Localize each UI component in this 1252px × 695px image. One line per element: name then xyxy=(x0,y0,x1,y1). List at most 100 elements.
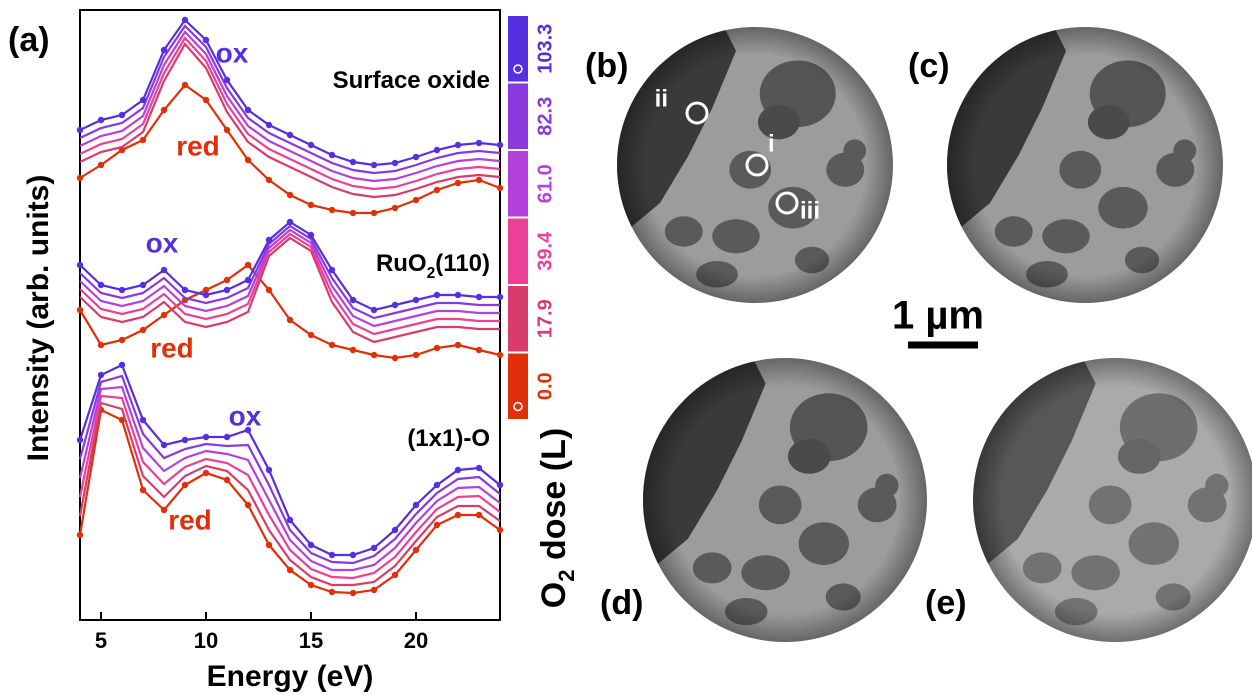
data-point xyxy=(182,287,188,293)
data-point xyxy=(182,482,188,488)
data-point xyxy=(308,232,314,238)
data-point xyxy=(497,352,503,358)
data-point xyxy=(287,317,293,323)
group-label: RuO2(110) xyxy=(376,250,490,281)
data-point xyxy=(455,292,461,298)
data-point xyxy=(476,177,482,183)
data-point xyxy=(224,477,230,483)
annotation: red xyxy=(176,130,220,161)
x-tick-label: 15 xyxy=(299,628,323,653)
data-point xyxy=(266,177,272,183)
data-point xyxy=(371,307,377,313)
data-point xyxy=(224,77,230,83)
figure: ii i iii (b) (c) (d) (e) 1 µm (a) Energy… xyxy=(0,0,1252,695)
data-point xyxy=(245,157,251,163)
colorbar-segment xyxy=(508,151,528,217)
data-point xyxy=(77,532,83,538)
data-point xyxy=(182,82,188,88)
data-point xyxy=(308,542,314,548)
data-point xyxy=(371,162,377,168)
data-point xyxy=(287,192,293,198)
data-point xyxy=(329,267,335,273)
data-point xyxy=(119,112,125,118)
x-tick-label: 10 xyxy=(194,628,218,653)
data-point xyxy=(98,372,104,378)
data-point xyxy=(497,482,503,488)
data-point xyxy=(77,262,83,268)
data-point xyxy=(308,202,314,208)
data-point xyxy=(77,127,83,133)
data-point xyxy=(413,352,419,358)
data-point xyxy=(350,210,356,216)
spectrum-line xyxy=(80,376,500,563)
data-point xyxy=(329,552,335,558)
data-point xyxy=(392,302,398,308)
data-point xyxy=(266,542,272,548)
data-point xyxy=(413,547,419,553)
colorbar-tick-label: 39.4 xyxy=(534,231,556,271)
data-point xyxy=(182,17,188,23)
data-point xyxy=(266,122,272,128)
data-point xyxy=(266,237,272,243)
data-point xyxy=(224,287,230,293)
data-point xyxy=(98,117,104,123)
data-point xyxy=(161,267,167,273)
data-point xyxy=(119,287,125,293)
data-point xyxy=(476,294,482,300)
data-point xyxy=(350,347,356,353)
x-axis-label: Energy (eV) xyxy=(207,660,374,693)
data-point xyxy=(140,417,146,423)
data-point xyxy=(392,572,398,578)
data-point xyxy=(329,207,335,213)
spot-label: iii xyxy=(800,197,820,224)
data-point xyxy=(245,277,251,283)
data-point xyxy=(161,47,167,53)
data-point xyxy=(434,292,440,298)
data-point xyxy=(434,345,440,351)
data-point xyxy=(413,154,419,160)
data-point xyxy=(434,187,440,193)
data-point xyxy=(329,152,335,158)
data-point xyxy=(287,132,293,138)
colorbar-tick-label: 17.9 xyxy=(534,299,556,338)
annotation: ox xyxy=(229,400,262,431)
data-point xyxy=(392,355,398,361)
data-point xyxy=(455,342,461,348)
data-point xyxy=(413,502,419,508)
image-b xyxy=(603,13,907,317)
spectrum-line xyxy=(80,387,500,570)
scale-bar-label: 1 µm xyxy=(892,294,984,338)
colorbar-tick-label: 82.3 xyxy=(534,97,556,136)
colorbar-tick-label: 0.0 xyxy=(534,372,556,400)
colorbar-segment xyxy=(508,286,528,352)
data-point xyxy=(266,287,272,293)
chart-title: (a) xyxy=(8,21,50,59)
data-point xyxy=(371,545,377,551)
data-point xyxy=(392,160,398,166)
data-point xyxy=(350,159,356,165)
data-point xyxy=(455,512,461,518)
spot-label: ii xyxy=(655,85,668,112)
data-point xyxy=(434,147,440,153)
data-point xyxy=(392,527,398,533)
data-point xyxy=(329,342,335,348)
colorbar-segment xyxy=(508,84,528,150)
colorbar-segment xyxy=(508,16,528,82)
data-point xyxy=(497,142,503,148)
data-point xyxy=(224,434,230,440)
data-point xyxy=(98,282,104,288)
colorbar-label-part: O xyxy=(535,582,573,608)
data-point xyxy=(203,37,209,43)
group-label-part: (1x1)-O xyxy=(407,425,490,452)
data-point xyxy=(287,219,293,225)
data-point xyxy=(287,567,293,573)
panel-label: (b) xyxy=(585,47,628,85)
colorbar-segment xyxy=(508,219,528,285)
data-point xyxy=(77,175,83,181)
data-point xyxy=(455,467,461,473)
annotation: ox xyxy=(146,227,179,258)
data-point xyxy=(434,482,440,488)
y-axis-label: Intensity (arb. units) xyxy=(22,175,55,462)
data-point xyxy=(140,97,146,103)
spectrum-line xyxy=(80,230,500,326)
